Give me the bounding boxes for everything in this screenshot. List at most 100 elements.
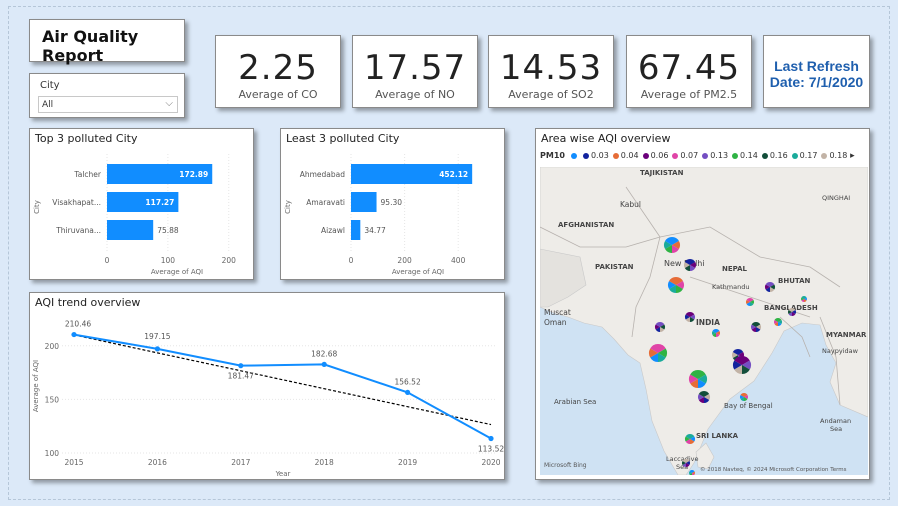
last-refresh-line1: Last Refresh <box>774 58 859 74</box>
pie-slice <box>744 393 748 397</box>
map-legend: PM10 0.03 0.04 0.06 0.07 0.13 0.14 0.16 0.17 0.18… <box>540 151 865 165</box>
pie-slice <box>801 297 804 301</box>
pie-slice <box>792 310 796 314</box>
x-tick-label: 100 <box>161 256 176 265</box>
map-card[interactable]: Area wise AQI overview PM10 0.03 0.04 0.06 0… <box>535 128 870 480</box>
pie-slice <box>704 397 710 403</box>
data-point <box>238 363 244 369</box>
map-label: INDIA <box>696 318 720 327</box>
map-label: BANGLADESH <box>764 304 818 312</box>
bar <box>351 220 361 240</box>
map-label: Andaman <box>820 417 851 425</box>
pie-slice <box>770 282 775 287</box>
pie-slice <box>676 277 683 285</box>
pie-slice <box>684 262 690 268</box>
chevron-right-icon[interactable]: ▸ <box>847 151 855 161</box>
border-line <box>779 316 811 358</box>
pie-slice <box>801 296 804 299</box>
pie-slice <box>664 241 672 249</box>
map-label: PAKISTAN <box>595 263 634 271</box>
pie-slice <box>684 265 690 271</box>
data-label: 197.15 <box>144 332 170 341</box>
pie-slice <box>689 374 698 384</box>
pie-slice <box>788 312 792 316</box>
data-label: 181.47 <box>228 372 254 381</box>
legend-swatch <box>732 152 739 159</box>
pie-slice <box>738 349 744 355</box>
legend-title: PM10 <box>540 151 565 160</box>
pie-slice <box>698 397 704 403</box>
pie-slice <box>690 379 698 388</box>
pie-slice <box>660 327 665 332</box>
city-slicer[interactable]: City All ⌵ <box>29 73 185 118</box>
top3-bar-chart[interactable]: 0 100 200 Talcher 172.89 Visakhapat... 117.27 T… <box>30 149 253 279</box>
y-axis-title: City <box>33 200 41 214</box>
least3-chart-card[interactable]: Least 3 polluted City 0 200 400 Ahmedabad 45… <box>280 128 505 280</box>
map-label: Oman <box>544 318 567 327</box>
pie-slice <box>704 394 710 400</box>
data-label: 75.88 <box>157 226 179 235</box>
least3-bar-chart[interactable]: 0 200 400 Ahmedabad 452.12 Amaravati 95.30 Aiza… <box>281 149 504 279</box>
pie-slice <box>690 370 698 379</box>
pie-slice <box>804 296 807 299</box>
city-dropdown[interactable]: All ⌵ <box>38 96 178 113</box>
pie-slice <box>692 470 695 473</box>
border-line <box>540 226 661 248</box>
data-label: 34.77 <box>364 226 386 235</box>
pie-slice <box>690 439 695 444</box>
pie-slice <box>734 356 742 365</box>
pie-slice <box>655 327 660 332</box>
data-point <box>321 361 327 367</box>
map-label: Kathmandu <box>712 283 749 291</box>
y-tick-label: 150 <box>45 395 60 404</box>
last-refresh-card: Last Refresh Date: 7/1/2020 <box>763 35 870 108</box>
x-tick-label: 2015 <box>64 458 83 467</box>
pie-slice <box>750 298 754 302</box>
map-label: AFGHANISTAN <box>558 221 614 229</box>
legend-swatch <box>582 152 589 159</box>
legend-item-label: 0.18 <box>829 151 848 160</box>
pie-slice <box>788 310 792 314</box>
pie-slice <box>669 285 676 293</box>
pie-slice <box>698 370 706 379</box>
map-title: Area wise AQI overview <box>541 132 671 145</box>
pie-slice <box>746 300 750 304</box>
map-attribution: © 2018 Navteq, © 2024 Microsoft Corporat… <box>700 466 847 473</box>
data-point <box>71 331 77 338</box>
trend-line-chart[interactable]: 100 150 200 2015 2016 2017 2018 2019 2020 Year Ave… <box>30 311 504 479</box>
y-tick-label: 100 <box>45 449 60 458</box>
series-line <box>73 333 492 440</box>
kpi-label: Average of PM2.5 <box>640 88 738 101</box>
map-label: QINGHAI <box>822 194 850 202</box>
pie-slice <box>690 314 695 320</box>
pie-slice <box>690 259 696 265</box>
chevron-down-icon: ⌵ <box>165 98 173 109</box>
bar <box>107 192 179 212</box>
legend-swatch <box>612 152 619 159</box>
pie-slice <box>669 277 676 285</box>
legend-item-label: 0.17 <box>799 151 818 160</box>
data-point <box>488 435 494 442</box>
pie-slice <box>742 356 750 365</box>
legend-swatch <box>702 152 709 159</box>
pie-slice <box>750 300 754 304</box>
x-tick-label: 2019 <box>398 458 417 467</box>
map-brand: Microsoft Bing <box>544 462 587 469</box>
map-label: SRI LANKA <box>696 432 739 440</box>
pie-slice <box>716 333 720 337</box>
data-point <box>154 346 160 352</box>
pie-slice <box>682 463 686 467</box>
pie-slice <box>672 241 680 249</box>
pie-slice <box>676 281 684 289</box>
top3-chart-card[interactable]: Top 3 polluted City 0 100 200 Talcher 172.89… <box>29 128 254 280</box>
pie-slice <box>751 322 756 327</box>
pie-slice <box>744 397 748 401</box>
trend-chart-card[interactable]: AQI trend overview 100 150 200 2015 2016 2017… <box>29 292 505 480</box>
legend-item-label: 0.13 <box>710 151 729 160</box>
data-label: 172.89 <box>179 170 208 179</box>
pie-slice <box>774 322 778 326</box>
land-region <box>540 167 868 475</box>
legend-item-label: 0.06 <box>650 151 669 160</box>
